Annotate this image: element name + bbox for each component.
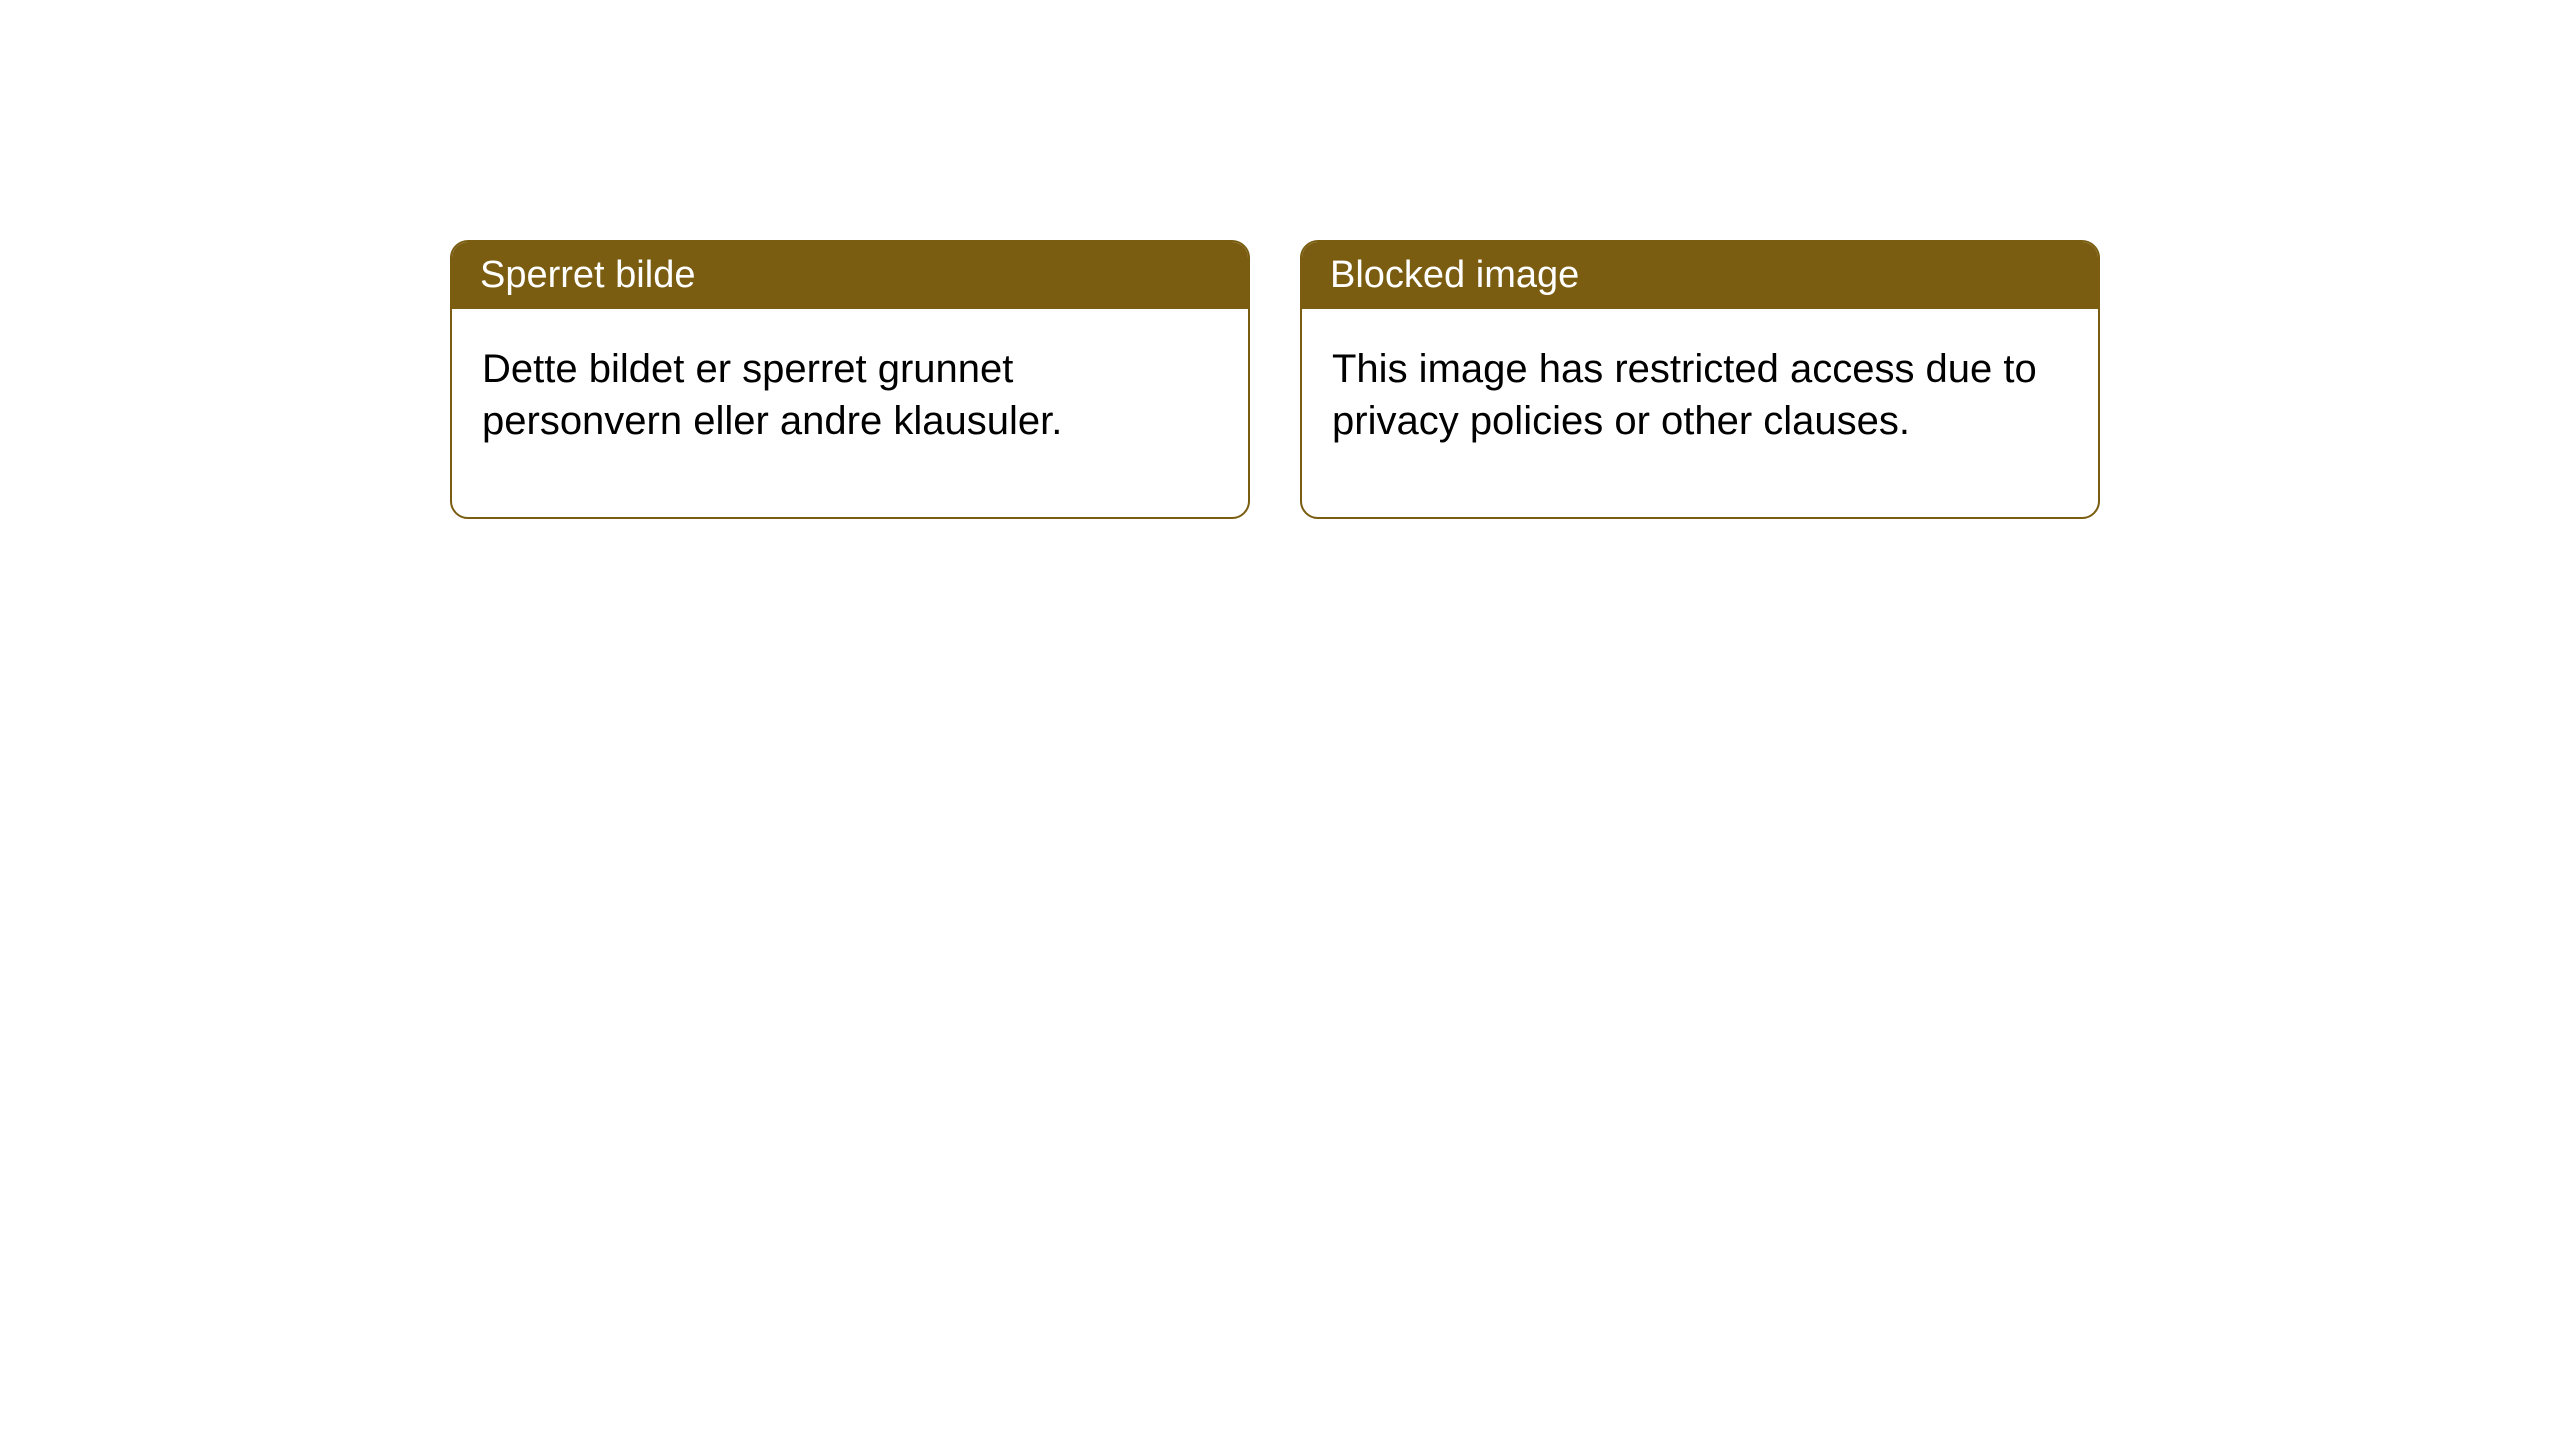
- notice-card-norwegian: Sperret bilde Dette bildet er sperret gr…: [450, 240, 1250, 519]
- notice-title: Blocked image: [1302, 242, 2098, 309]
- notice-container: Sperret bilde Dette bildet er sperret gr…: [0, 0, 2560, 519]
- notice-card-english: Blocked image This image has restricted …: [1300, 240, 2100, 519]
- notice-body: Dette bildet er sperret grunnet personve…: [452, 309, 1248, 517]
- notice-body: This image has restricted access due to …: [1302, 309, 2098, 517]
- notice-title: Sperret bilde: [452, 242, 1248, 309]
